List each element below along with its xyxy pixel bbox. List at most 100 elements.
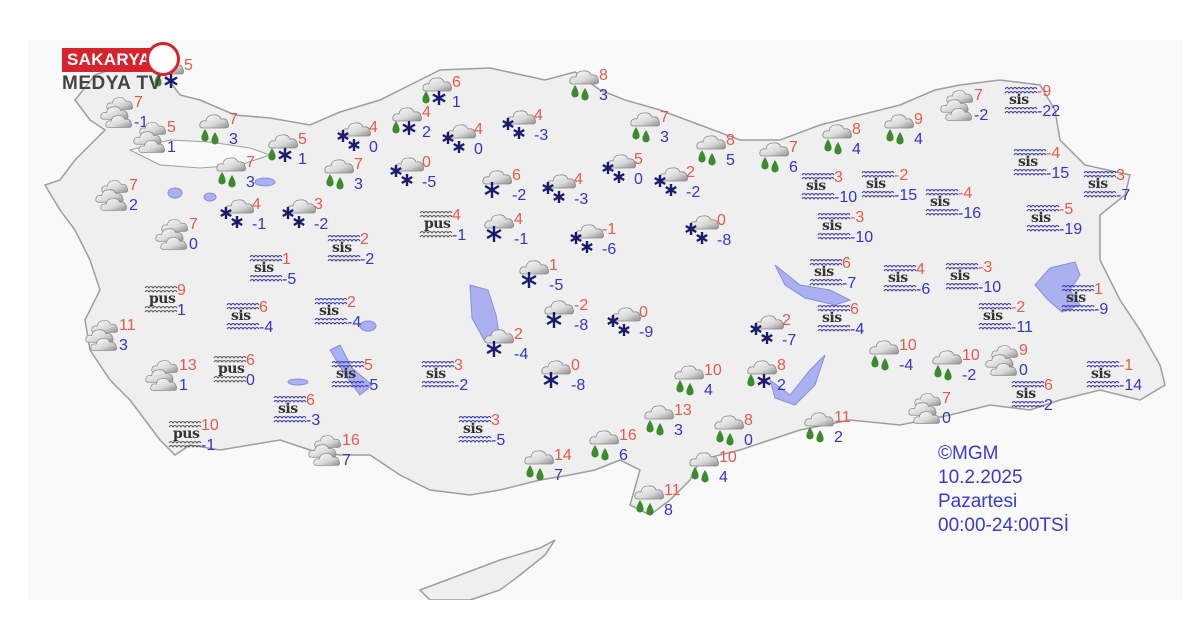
station-13: 0 -5 (388, 155, 448, 199)
min-temp: -11 (1011, 319, 1033, 336)
max-temp: 4 (452, 207, 461, 224)
min-temp: -2 (974, 107, 989, 124)
min-temp: 6 (789, 159, 798, 176)
station-63: sis 3 -2 (420, 358, 480, 402)
station-28: sis -4 -15 (1012, 146, 1072, 190)
max-temp: 1 (282, 251, 291, 268)
min-temp: -2 (962, 367, 977, 384)
fog-icon (801, 173, 835, 200)
max-temp: 6 (1044, 377, 1053, 394)
max-temp: 7 (229, 111, 238, 128)
min-temp: -7 (1116, 187, 1131, 204)
station-71: pus 9 1 (143, 283, 203, 327)
max-temp: 4 (369, 119, 378, 136)
min-temp: 0 (369, 139, 378, 156)
fog-label: sis (254, 260, 274, 276)
station-61: 2 -4 (480, 327, 540, 371)
station-50: 16 6 (585, 428, 645, 472)
fog-label: sis (983, 308, 1003, 324)
fog-icon (1004, 87, 1038, 114)
sleet-icon (422, 77, 452, 105)
min-temp: 1 (177, 302, 186, 319)
max-temp: 3 (454, 357, 463, 374)
snow-icon (502, 110, 536, 139)
max-temp: 13 (179, 357, 197, 374)
rain-icon (714, 415, 744, 446)
logo-line1: SAKARYA (62, 48, 156, 72)
station-43: sis 6 2 (1010, 378, 1070, 422)
max-temp: 10 (201, 417, 219, 434)
fog-label: sis (814, 264, 834, 280)
station-49: 13 3 (640, 403, 700, 447)
lake-keban (774, 264, 852, 306)
fog-label: sis (930, 194, 950, 210)
min-temp: 4 (704, 382, 713, 399)
min-temp: -9 (1094, 301, 1109, 318)
fog-icon (1083, 171, 1117, 198)
lakes (167, 177, 1081, 406)
cloudy-icon (940, 90, 973, 121)
lake-ataturk (769, 354, 826, 406)
map-credits: ©MGM 10.2.2025 Pazartesi 00:00-24:00TSİ (938, 442, 1069, 538)
min-temp: -4 (259, 319, 274, 336)
max-temp: 7 (354, 156, 363, 173)
station-42: sis -1 -14 (1085, 358, 1145, 402)
min-temp: 3 (599, 87, 608, 104)
station-57: 0 -8 (683, 213, 743, 257)
logo-globe-icon (146, 42, 180, 76)
max-temp: 6 (850, 301, 859, 318)
fog-icon (1011, 381, 1045, 408)
max-temp: 13 (674, 402, 692, 419)
lake-iznik (254, 177, 276, 187)
min-temp: -4 (899, 357, 914, 374)
fog-icon (273, 396, 307, 423)
max-temp: -3 (850, 209, 865, 226)
max-temp: -4 (958, 185, 973, 202)
max-temp: 10 (962, 347, 980, 364)
fog-icon (883, 265, 917, 292)
max-temp: 8 (777, 357, 786, 374)
min-temp: -15 (894, 187, 918, 204)
min-temp: 2 (422, 124, 431, 141)
max-temp: 3 (1116, 167, 1125, 184)
rain-icon (589, 430, 619, 461)
cloudy-icon (908, 393, 941, 424)
rain-icon (822, 124, 852, 155)
station-73: sis 6 -4 (225, 300, 285, 344)
min-temp: -16 (958, 205, 982, 222)
cyprus-land (418, 539, 556, 600)
station-67: 4 -1 (218, 197, 278, 241)
fog-label: sis (950, 268, 970, 284)
max-temp: 2 (360, 231, 369, 248)
max-temp: -5 (1059, 201, 1074, 218)
snow-icon (654, 167, 688, 196)
min-temp: 1 (167, 139, 176, 156)
mist-label: pus (218, 361, 245, 377)
station-31: sis -3 -10 (816, 210, 876, 254)
min-temp: -2 (686, 184, 701, 201)
min-temp: 4 (914, 131, 923, 148)
snow-icon (282, 199, 316, 228)
max-temp: 4 (514, 211, 523, 228)
fog-icon (945, 263, 979, 290)
max-temp: 7 (789, 139, 798, 156)
max-temp: 8 (726, 132, 735, 149)
min-temp: 2 (777, 377, 786, 394)
max-temp: 11 (119, 317, 136, 334)
max-temp: 7 (974, 87, 983, 104)
station-64: sis 3 -5 (457, 413, 517, 457)
fog-label: sis (463, 421, 483, 437)
min-temp: -5 (491, 432, 506, 449)
min-temp: -4 (850, 321, 865, 338)
